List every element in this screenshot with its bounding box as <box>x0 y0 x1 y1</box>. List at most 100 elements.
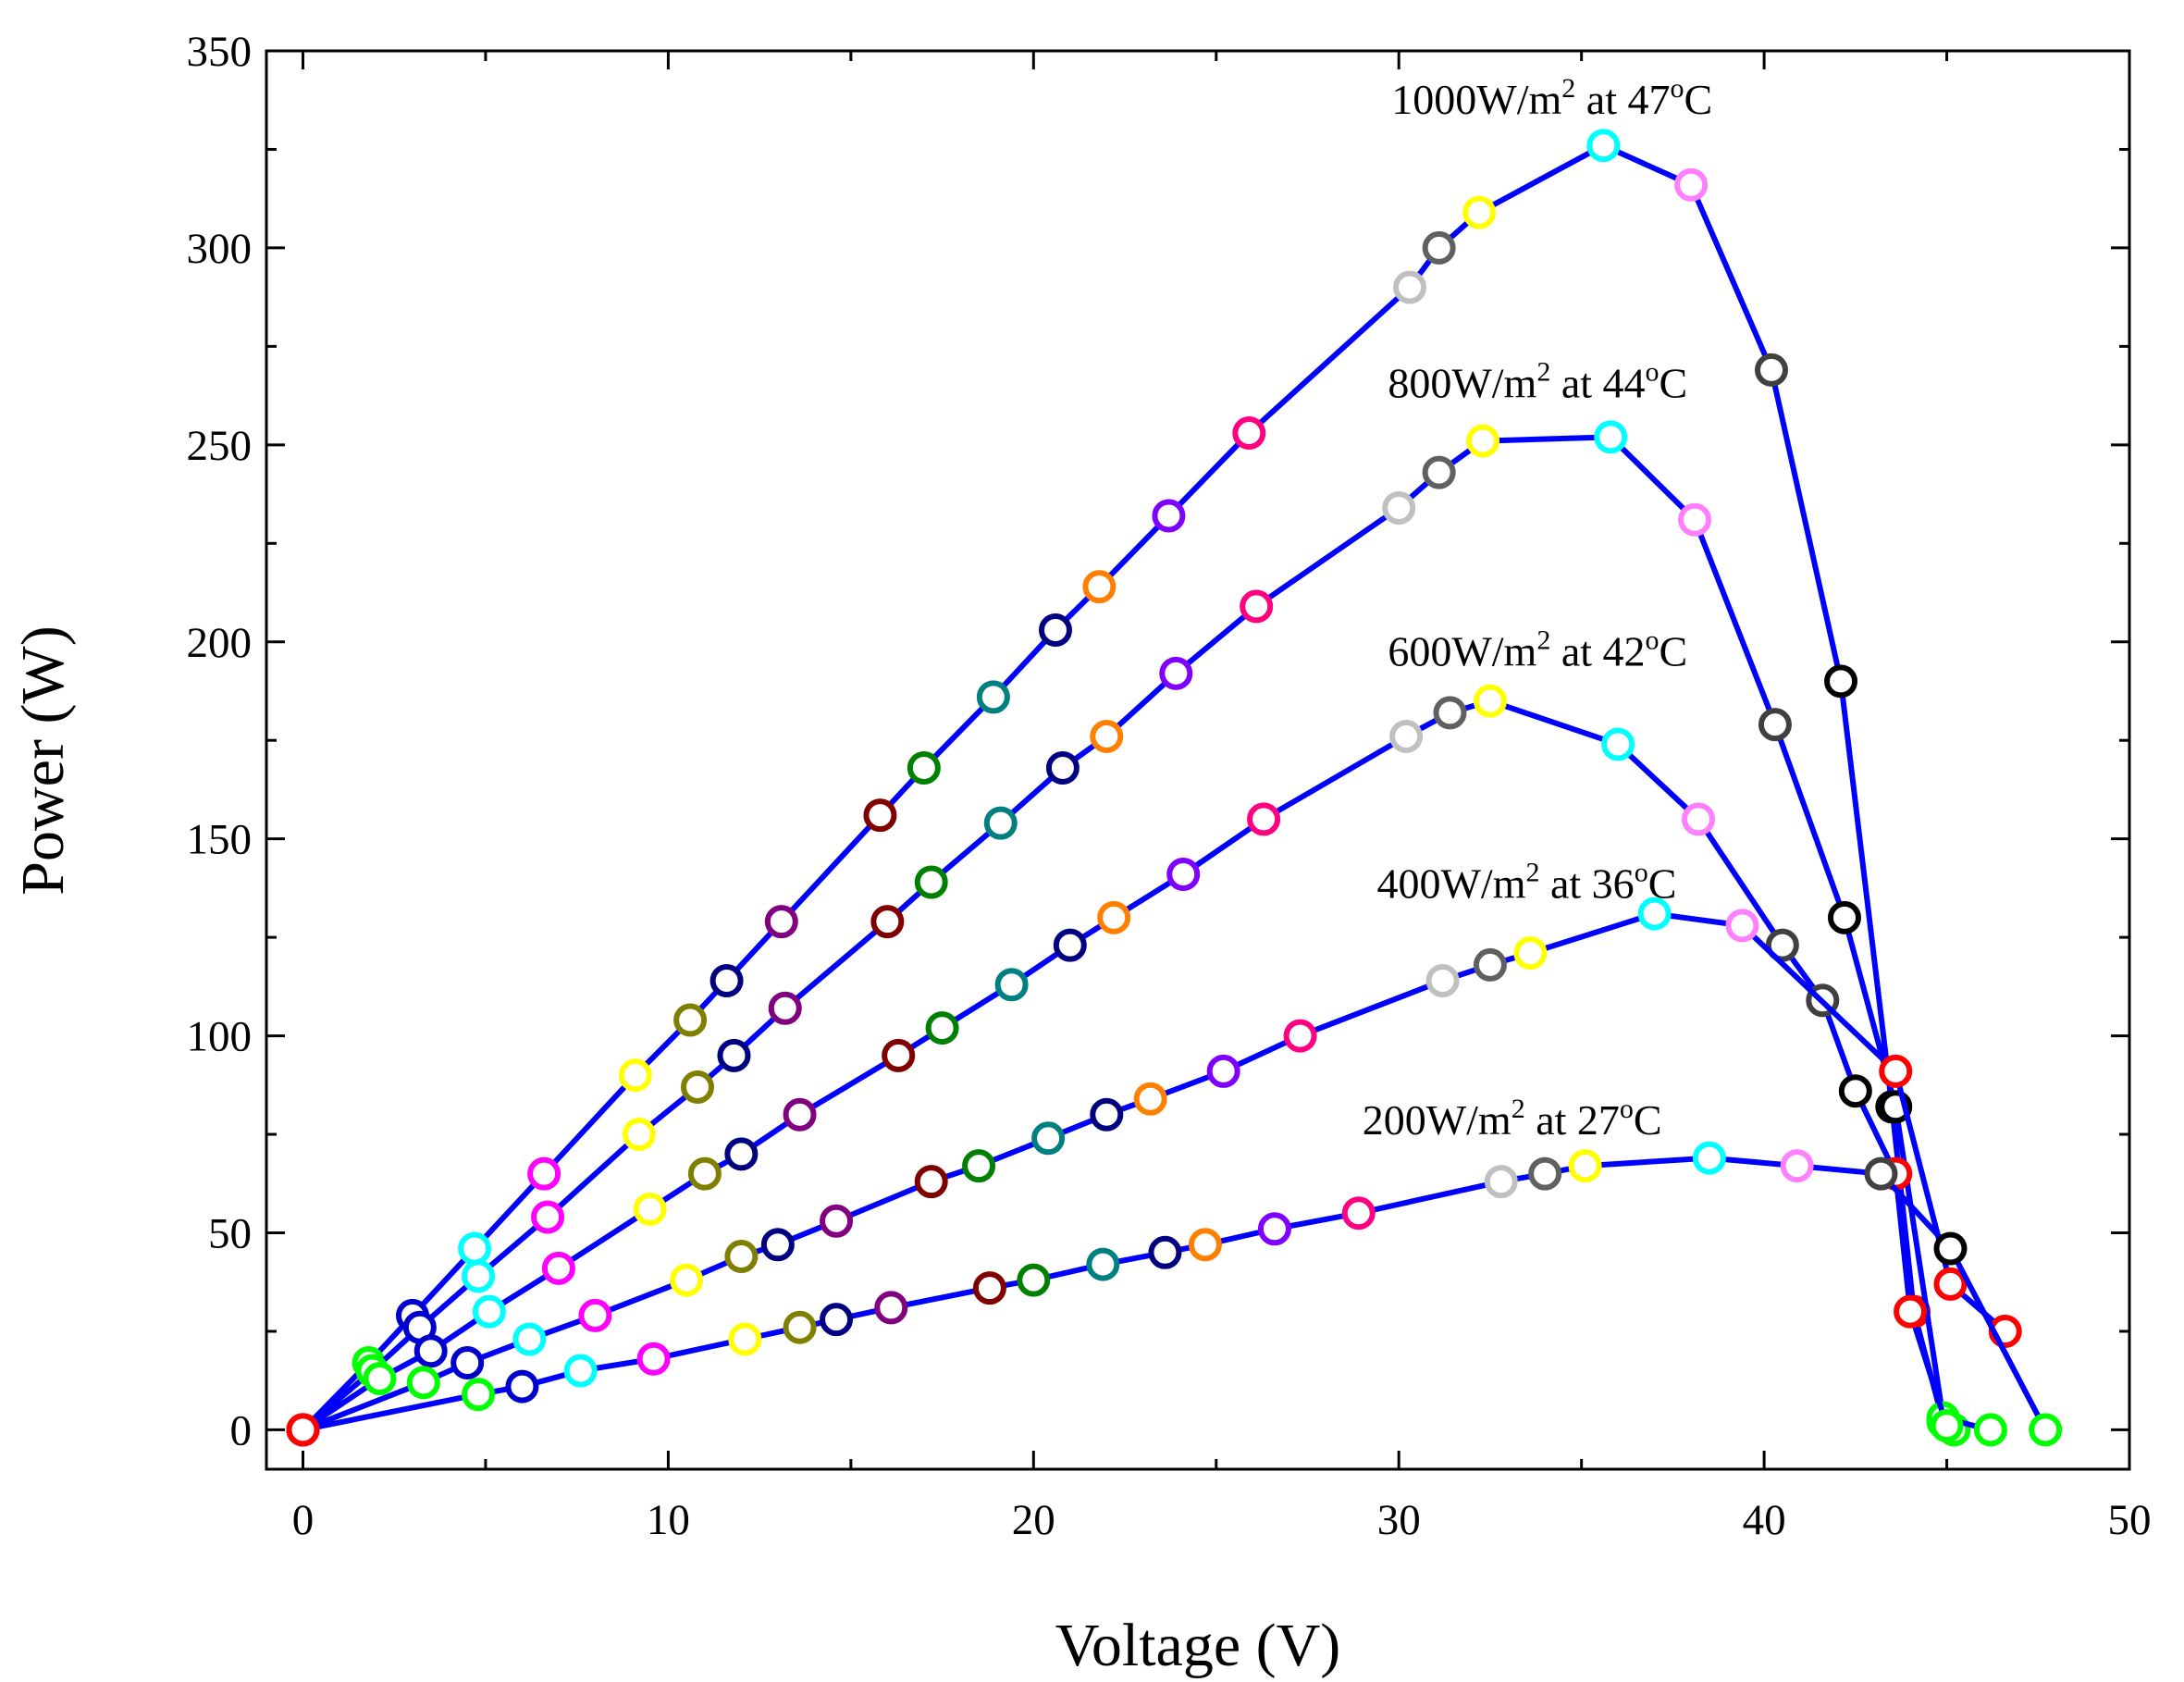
data-point <box>2029 1413 2063 1447</box>
data-point <box>925 1011 959 1045</box>
data-point <box>1462 195 1497 229</box>
data-point <box>863 798 897 833</box>
x-tick-label: 0 <box>292 1496 315 1544</box>
series-label-sup: 2 <box>1525 858 1539 888</box>
axis-ticks: 0 10 20 30 40 50 0 50 100 150 200 250 300 350 <box>187 28 2152 1544</box>
data-point <box>1031 1121 1066 1156</box>
data-point <box>1754 352 1788 387</box>
data-point <box>728 1322 762 1356</box>
data-point <box>709 963 744 997</box>
y-tick-label: 100 <box>187 1013 253 1061</box>
data-point <box>1166 857 1201 891</box>
y-tick-label: 350 <box>187 28 253 76</box>
series-line <box>301 434 1992 1433</box>
y-tick-label: 300 <box>187 225 253 273</box>
data-point <box>1473 684 1507 718</box>
data-point <box>1930 1409 1964 1443</box>
data-point <box>870 905 905 939</box>
data-point <box>1152 499 1186 533</box>
data-point <box>1017 1263 1051 1297</box>
data-point <box>1082 570 1117 604</box>
data-point <box>618 1058 652 1093</box>
x-tick-label: 30 <box>1377 1496 1421 1544</box>
data-point <box>1824 664 1858 699</box>
series-label-text: at 36 <box>1539 860 1634 908</box>
data-point <box>450 1346 485 1380</box>
data-point <box>413 1334 448 1368</box>
series-label: 200W/m2 at 27oC <box>1363 1094 1662 1144</box>
series-label-sup: o <box>1646 625 1660 655</box>
data-point <box>764 905 798 939</box>
series-label-text: at 47 <box>1575 76 1670 123</box>
data-point <box>633 1192 667 1226</box>
series-group <box>286 897 2022 1447</box>
series-label-sup: 2 <box>1512 1094 1525 1124</box>
series-label-sup: 2 <box>1561 73 1575 104</box>
series-line <box>301 142 1956 1432</box>
data-point <box>1257 1212 1291 1246</box>
data-point <box>914 865 948 899</box>
data-point <box>976 680 1010 714</box>
data-point <box>1879 1054 1913 1088</box>
data-point <box>578 1298 612 1332</box>
series-label-text: at 44 <box>1550 360 1645 407</box>
series-group <box>286 1141 2063 1447</box>
series-label-sup: o <box>1670 73 1684 104</box>
data-point <box>1601 727 1635 761</box>
data-point <box>687 1156 722 1191</box>
data-point <box>994 968 1029 1002</box>
data-point <box>1586 129 1621 163</box>
x-tick-label: 10 <box>647 1496 690 1544</box>
data-point <box>1038 612 1072 647</box>
data-point <box>680 1070 714 1104</box>
series-label: 800W/m2 at 44oC <box>1388 357 1687 407</box>
series-group <box>286 684 1964 1447</box>
data-point <box>907 751 941 785</box>
data-point <box>1864 1156 1898 1191</box>
data-point <box>1678 502 1712 537</box>
data-point <box>1758 708 1792 742</box>
data-point <box>406 1366 440 1400</box>
series-label: 1000W/m2 at 47oC <box>1391 73 1712 123</box>
data-point <box>972 1271 1006 1305</box>
data-point <box>527 1156 561 1191</box>
data-point <box>1283 1019 1317 1053</box>
data-point <box>1973 1413 2007 1447</box>
data-point <box>1188 1228 1222 1262</box>
series-label-text: C <box>1634 1096 1662 1144</box>
series-label-text: at 42 <box>1550 627 1645 674</box>
series-label-sup: o <box>1635 858 1648 888</box>
data-point <box>1484 1165 1518 1199</box>
series-label-text: 1000W/m <box>1391 76 1561 123</box>
data-point <box>768 991 802 1025</box>
data-point <box>1894 1294 1928 1329</box>
data-point <box>820 1204 854 1238</box>
data-point <box>462 1259 496 1293</box>
series-label: 600W/m2 at 42oC <box>1388 625 1687 674</box>
data-point <box>622 1118 656 1152</box>
x-tick-label: 50 <box>2108 1496 2152 1544</box>
data-point <box>1148 1235 1182 1269</box>
y-tick-label: 200 <box>187 619 253 667</box>
data-point <box>1933 1231 1968 1266</box>
data-point <box>1568 1149 1602 1183</box>
data-point <box>1725 909 1759 943</box>
data-point <box>563 1354 598 1388</box>
data-point <box>1045 751 1080 785</box>
x-tick-label: 20 <box>1012 1496 1055 1544</box>
data-point <box>820 1303 854 1337</box>
data-point <box>1594 420 1628 454</box>
data-point <box>1674 167 1709 202</box>
data-point <box>1086 1247 1120 1281</box>
y-tick-label: 0 <box>230 1406 253 1454</box>
data-point <box>874 1291 908 1325</box>
y-tick-label: 150 <box>187 816 253 864</box>
series-label: 400W/m2 at 36oC <box>1377 858 1677 908</box>
data-point <box>673 1003 708 1037</box>
data-point <box>882 1038 916 1072</box>
data-point <box>1513 936 1548 971</box>
series-label-text: at 27 <box>1525 1096 1620 1144</box>
data-point <box>1425 963 1460 997</box>
data-point <box>1240 589 1274 624</box>
series-label-text: C <box>1648 860 1677 908</box>
